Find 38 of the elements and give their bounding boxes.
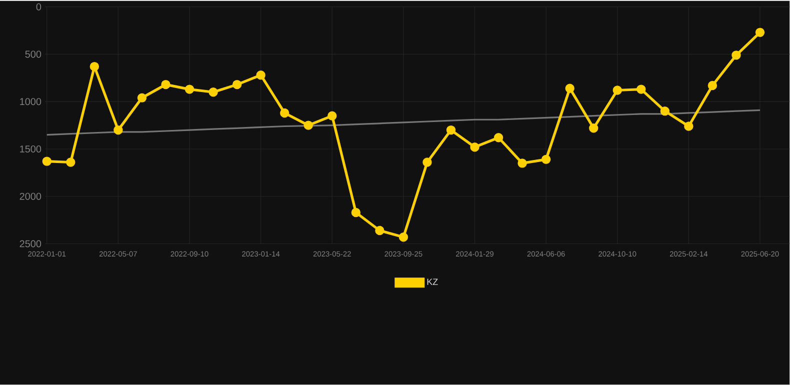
point [612, 86, 622, 95]
point [208, 88, 218, 97]
point [422, 158, 432, 167]
point [137, 93, 147, 103]
point [114, 126, 123, 135]
point [398, 232, 408, 242]
y-tick-label: 0 [36, 3, 42, 11]
point [256, 70, 266, 80]
point [375, 226, 384, 236]
point [684, 122, 694, 131]
point [565, 84, 574, 94]
y-tick-label: 2500 [20, 240, 42, 248]
point [304, 120, 313, 130]
point [589, 124, 598, 133]
y-tick-label: 1500 [20, 146, 42, 153]
y-tick-label: 500 [25, 50, 42, 58]
point [636, 84, 646, 94]
point [232, 80, 242, 90]
point [66, 158, 76, 167]
point [470, 142, 480, 152]
point [351, 208, 360, 218]
point [732, 50, 741, 60]
point [328, 111, 337, 121]
point [518, 158, 527, 168]
point [446, 126, 456, 135]
point [161, 80, 170, 90]
point [708, 81, 718, 90]
point [755, 28, 765, 38]
point [660, 106, 670, 116]
y-tick-label: 1000 [20, 98, 42, 106]
point [280, 108, 290, 118]
point [42, 156, 52, 166]
point [541, 154, 551, 164]
legend-label: KZ [427, 278, 438, 286]
point [494, 133, 504, 142]
point [90, 62, 100, 72]
point [184, 84, 194, 94]
y-tick-label: 2000 [20, 192, 42, 200]
